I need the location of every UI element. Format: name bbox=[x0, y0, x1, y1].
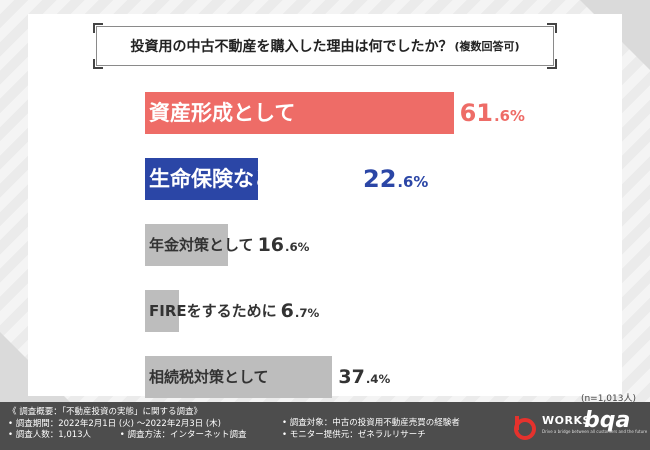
logo-tagline: Drive a bridge between all customers and… bbox=[542, 429, 648, 434]
footer-right: • 調査対象：中古の投資用不動産売買の経験者 • モニター提供元：ゼネラルリサー… bbox=[282, 418, 460, 441]
survey-period: • 調査期間：2022年2月1日 (火) ～2022年2月3日 (木) bbox=[8, 418, 221, 429]
bar-label-4: 相続税対策として bbox=[149, 367, 269, 386]
bar-label-3: FIREをするために bbox=[149, 301, 277, 320]
bar-2 bbox=[145, 224, 229, 266]
footer: 《 調査概要：「不動産投資の実態」に関する調査》 • 調査期間：2022年2月1… bbox=[0, 402, 650, 450]
footer-left: 《 調査概要：「不動産投資の実態」に関する調査》 • 調査期間：2022年2月1… bbox=[8, 407, 272, 442]
works-bqa-logo: WORKS bqa Drive a bridge between all cus… bbox=[512, 408, 647, 444]
bar-label-1: 生命保険などの代わり bbox=[149, 166, 359, 191]
bar-value-3: 6.7% bbox=[280, 299, 320, 322]
bar-4 bbox=[145, 356, 333, 398]
chart-title: 投資用の中古不動産を購入した理由は何でしたか？ (複数回答可) bbox=[96, 26, 554, 66]
title-bracket-top-right bbox=[547, 23, 557, 33]
logo-works-text: WORKS bbox=[542, 414, 591, 427]
survey-overview: 《 調査概要：「不動産投資の実態」に関する調査》 bbox=[8, 407, 202, 417]
title-bracket-bottom-right bbox=[547, 59, 557, 69]
chart-card bbox=[28, 14, 622, 396]
survey-provider: • モニター提供元：ゼネラルリサーチ bbox=[282, 429, 426, 440]
survey-method: • 調査方法：インターネット調査 bbox=[119, 430, 247, 440]
survey-people: • 調査人数：1,013人 bbox=[8, 430, 92, 440]
bar-1 bbox=[145, 158, 259, 200]
bar-value-0: 61.6% bbox=[459, 99, 525, 127]
title-bracket-top-left bbox=[93, 23, 103, 33]
bar-0 bbox=[145, 92, 454, 134]
bar-value-1: 22.6% bbox=[363, 165, 429, 193]
bar-label-0: 資産形成として bbox=[149, 100, 296, 125]
survey-target: • 調査対象：中古の投資用不動産売買の経験者 bbox=[282, 418, 460, 428]
bar-value-2: 16.6% bbox=[257, 233, 310, 256]
bar-3 bbox=[145, 290, 179, 332]
bar-chart: 資産形成として 61.6% 生命保険などの代わり 22.6% 年金対策として 16.6% F… bbox=[145, 92, 525, 398]
chart-title-main: 投資用の中古不動産を購入した理由は何でしたか？ bbox=[130, 39, 453, 55]
bar-label-2: 年金対策として bbox=[149, 235, 254, 254]
title-bracket-bottom-left bbox=[93, 59, 103, 69]
logo-mark-icon bbox=[514, 416, 536, 440]
bar-value-4: 37.4% bbox=[338, 365, 391, 388]
sample-size: (n=1,013人) bbox=[580, 394, 636, 404]
chart-title-sub: (複数回答可) bbox=[454, 40, 520, 53]
survey-row: • 調査人数：1,013人 • 調査方法：インターネット調査 bbox=[8, 430, 272, 442]
logo-bqa-text: bqa bbox=[584, 408, 631, 433]
